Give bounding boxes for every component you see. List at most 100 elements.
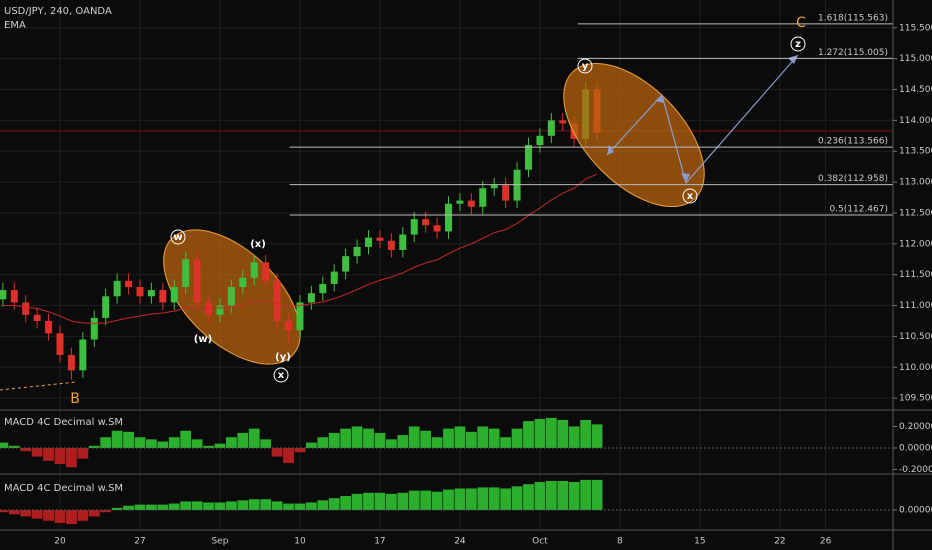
candle-body [79,339,87,371]
histogram-bar [20,510,32,517]
histogram-bar [8,510,20,515]
candle-body [399,234,407,250]
x-tick-label: 27 [134,537,145,547]
histogram-bar [500,488,512,511]
histogram-bar [203,445,214,448]
candle-body [422,219,430,226]
histogram-bar [54,447,66,465]
candle-body [433,225,441,232]
x-tick-label: Oct [532,537,548,547]
histogram-bar [77,447,89,459]
y-tick-label: 113.000 [899,178,932,188]
histogram-bar [191,439,203,448]
y-tick-label: 111.000 [899,301,932,311]
wave-label: B [70,391,80,407]
x-tick-label: Sep [211,537,228,547]
legend-entry: EMA [4,20,26,31]
histogram-bar [294,503,306,511]
histogram-bar [317,500,329,511]
candle-body [479,188,487,207]
histogram-bar [568,482,580,511]
x-tick-label: 26 [820,537,832,547]
wave-label: x [278,370,285,381]
histogram-bar [77,510,89,521]
histogram-bar [31,447,43,457]
candle-body [136,287,144,297]
fib-label: 0.236(113.566) [818,137,888,147]
candle-body [125,280,133,288]
histogram-bar [0,510,9,513]
histogram-bar [397,435,409,448]
wave-ellipse [563,62,705,208]
histogram-bar [317,437,329,448]
candle-body [273,280,281,321]
histogram-bar [123,431,134,448]
candle-body [353,246,361,257]
wave-label: (w) [194,334,212,345]
candle-body [250,262,258,278]
histogram-bar [523,484,534,511]
histogram-bar [340,428,352,448]
histogram-bar [180,430,192,448]
histogram-bar [43,510,54,521]
x-tick-label: 17 [374,537,385,547]
histogram-bar [443,489,454,511]
projection-arrow [606,54,799,185]
wave-label: y [582,61,589,72]
histogram-bar [545,480,557,511]
candle-body [102,296,110,318]
histogram-bar [454,488,466,511]
histogram-bar [477,487,489,511]
x-tick-label: 8 [617,537,623,547]
histogram-bar [385,493,397,511]
histogram-bar [465,431,477,448]
histogram-bar [408,490,420,511]
candle-body [410,219,418,235]
x-tick-label: 20 [54,537,66,547]
wave-circle [577,58,593,74]
histogram-bar [465,488,477,511]
histogram-bar [134,437,146,448]
histogram-bar [100,437,112,448]
candle-body [45,320,53,334]
histogram-bar [271,501,283,511]
histogram-bar [123,505,134,511]
histogram-bar [385,439,397,448]
histogram-bar [443,428,454,448]
histogram-bar [557,420,569,448]
candle-body [159,290,167,303]
histogram-bar [580,420,592,448]
candle-body [307,293,315,303]
arrow-head [655,95,664,103]
candle-body [113,280,121,297]
histogram-bar [248,428,260,448]
histogram-bar [31,510,43,519]
candle-body [285,320,293,331]
histogram-bar [54,510,66,523]
fib-label: 1.618(115.563) [818,13,888,23]
histogram-bar [111,430,123,448]
histogram-bar [431,437,443,448]
histogram-bar [88,510,100,517]
y-tick-label: 0.00000 [899,506,932,516]
y-tick-label: 110.500 [899,332,932,342]
histogram-bar [20,447,32,452]
histogram-bar [511,428,523,448]
candle-body [456,200,464,204]
candle-body [182,259,190,288]
histogram-bar [328,432,340,448]
wave-label: (x) [250,239,266,250]
histogram-bar [66,510,77,525]
candle-body [467,200,475,207]
histogram-bar [591,424,603,448]
candle-body [216,305,224,315]
histogram-bar [305,442,317,448]
panel-title: MACD 4C Decimal w.SM [4,417,123,428]
histogram-bar [100,510,112,513]
grid [0,0,893,530]
candle-body [33,314,41,321]
x-tick-label: 10 [294,537,306,547]
histogram-bar [214,502,226,511]
